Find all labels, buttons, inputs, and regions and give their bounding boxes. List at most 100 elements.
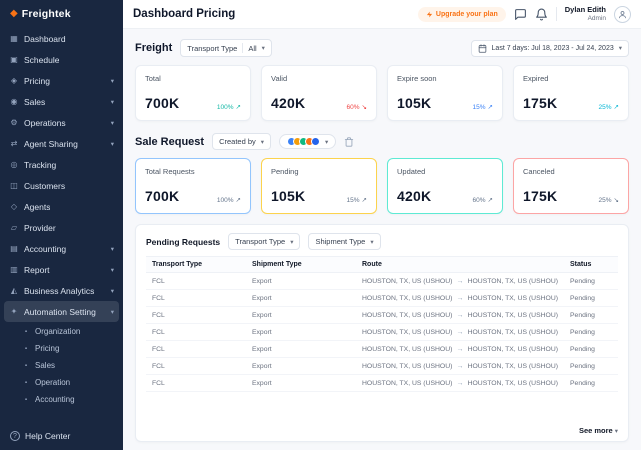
sidebar-sub-item[interactable]: ▪ Operation xyxy=(4,374,119,391)
avatar-stack xyxy=(287,137,321,146)
route-origin: HOUSTON, TX, US (USHOU) xyxy=(362,277,453,285)
created-by-label: Created by xyxy=(219,137,256,146)
freight-cards: Total 700K 100% ↗ Valid 420K xyxy=(135,65,629,121)
created-by-filter[interactable]: Created by ▾ xyxy=(212,133,272,150)
card-value: 105K xyxy=(397,95,432,111)
stat-card: Total 700K 100% ↗ xyxy=(135,65,251,121)
cell-status: Pending xyxy=(564,272,618,290)
pending-requests-title: Pending Requests xyxy=(146,236,221,247)
route-destination: HOUSTON, TX, US (USHOU) xyxy=(467,379,558,387)
date-range-label: Last 7 days: Jul 18, 2023 - Jul 24, 2023 xyxy=(491,44,614,52)
cell-route: HOUSTON, TX, US (USHOU) → HOUSTON, TX, U… xyxy=(356,374,564,392)
sidebar-item[interactable]: ◭ Business Analytics ▾ xyxy=(4,280,119,301)
sidebar-item[interactable]: ▥ Report ▾ xyxy=(4,259,119,280)
route-destination: HOUSTON, TX, US (USHOU) xyxy=(467,277,558,285)
automation-setting-icon: ✦ xyxy=(10,306,18,316)
pricing-icon: ◈ xyxy=(10,75,18,85)
card-label: Valid xyxy=(271,74,288,83)
sidebar-sub-item-label: Pricing xyxy=(35,344,60,353)
sidebar-item[interactable]: ◇ Agents ▾ xyxy=(4,196,119,217)
stat-card: Expire soon 105K 15% ↗ xyxy=(387,65,503,121)
upgrade-plan-button[interactable]: Upgrade your plan xyxy=(417,6,506,22)
sidebar-item[interactable]: ▤ Accounting ▾ xyxy=(4,238,119,259)
stat-card: Valid 420K 60% ↘ xyxy=(261,65,377,121)
cell-status: Pending xyxy=(564,374,618,392)
sidebar-sub-item[interactable]: ▪ Pricing xyxy=(4,340,119,357)
created-by-avatar-filter[interactable]: ▾ xyxy=(279,134,337,149)
sidebar-item[interactable]: ▣ Schedule ▾ xyxy=(4,49,119,70)
cell-transport-type: FCL xyxy=(146,289,246,307)
route-origin: HOUSTON, TX, US (USHOU) xyxy=(362,362,453,370)
dashboard-icon: ▦ xyxy=(10,33,18,43)
freight-section-header: Freight Transport Type All ▾ Last 7 days… xyxy=(135,39,629,57)
chevron-down-icon: ▾ xyxy=(110,140,114,148)
trend-arrow-icon: ↗ xyxy=(235,197,241,204)
sidebar-item[interactable]: ▱ Provider ▾ xyxy=(4,217,119,238)
cell-transport-type: FCL xyxy=(146,306,246,324)
table-row[interactable]: FCL Export HOUSTON, TX, US (USHOU) → HOU… xyxy=(146,374,618,392)
stat-card: Pending 105K 15% ↗ xyxy=(261,158,377,214)
table-shipment-type-filter[interactable]: Shipment Type ▾ xyxy=(308,233,381,250)
sidebar-sub-item-label: Organization xyxy=(35,327,81,336)
person-icon xyxy=(619,10,626,18)
automation-setting-submenu: ▪ Organization ▪ Pricing ▪ Sales ▪ Opera… xyxy=(0,322,123,408)
card-label: Canceled xyxy=(523,167,555,176)
sidebar-item-label: Accounting xyxy=(24,243,67,254)
customers-icon: ◫ xyxy=(10,180,18,190)
table-row[interactable]: FCL Export HOUSTON, TX, US (USHOU) → HOU… xyxy=(146,272,618,290)
column-status: Status xyxy=(564,256,618,273)
header-divider xyxy=(555,7,557,21)
cell-shipment-type: Export xyxy=(246,306,356,324)
sidebar-item[interactable]: ⇄ Agent Sharing ▾ xyxy=(4,133,119,154)
sidebar-item[interactable]: ▦ Dashboard ▾ xyxy=(4,28,119,49)
column-shipment-type: Shipment Type xyxy=(246,256,356,273)
chevron-down-icon: ▾ xyxy=(110,119,114,127)
freight-transport-type-filter[interactable]: Transport Type All ▾ xyxy=(180,39,272,57)
table-row[interactable]: FCL Export HOUSTON, TX, US (USHOU) → HOU… xyxy=(146,306,618,324)
chevron-down-icon: ▾ xyxy=(290,238,294,246)
page-title: Dashboard Pricing xyxy=(133,8,236,20)
card-value: 700K xyxy=(145,188,180,204)
sidebar-item[interactable]: ◈ Pricing ▾ xyxy=(4,70,119,91)
business-analytics-icon: ◭ xyxy=(10,285,18,295)
date-range-picker[interactable]: Last 7 days: Jul 18, 2023 - Jul 24, 2023… xyxy=(470,39,629,57)
sidebar-sub-item[interactable]: ▪ Sales xyxy=(4,357,119,374)
table-transport-type-filter[interactable]: Transport Type ▾ xyxy=(228,233,301,250)
see-more-button[interactable]: See more ▾ xyxy=(578,426,618,435)
brand-logo-text: Freightek xyxy=(21,8,71,20)
brand-logo[interactable]: ◆ Freightek xyxy=(0,0,123,26)
cell-shipment-type: Export xyxy=(246,272,356,290)
sidebar-item[interactable]: ✦ Automation Setting ▾ xyxy=(4,301,119,322)
chevron-down-icon: ▾ xyxy=(110,77,114,85)
table-row[interactable]: FCL Export HOUSTON, TX, US (USHOU) → HOU… xyxy=(146,323,618,341)
chevron-down-icon: ▾ xyxy=(110,98,114,106)
calendar-icon xyxy=(478,43,486,53)
table-row[interactable]: FCL Export HOUSTON, TX, US (USHOU) → HOU… xyxy=(146,357,618,375)
sales-sub-icon: ▪ xyxy=(24,362,28,369)
card-value: 105K xyxy=(271,188,306,204)
trend-arrow-icon: ↗ xyxy=(613,104,619,111)
cell-transport-type: FCL xyxy=(146,340,246,358)
sidebar-item[interactable]: ⚙ Operations ▾ xyxy=(4,112,119,133)
accounting-icon: ▤ xyxy=(10,243,18,253)
bell-icon[interactable] xyxy=(535,8,548,21)
sidebar-item[interactable]: ◎ Tracking ▾ xyxy=(4,154,119,175)
sidebar-item-help-center[interactable]: ? Help Center xyxy=(0,423,123,450)
sidebar-item-label: Operations xyxy=(24,117,66,128)
table-row[interactable]: FCL Export HOUSTON, TX, US (USHOU) → HOU… xyxy=(146,340,618,358)
card-percent: 60% ↘ xyxy=(346,103,367,112)
brand-logo-icon: ◆ xyxy=(10,8,18,19)
sidebar-sub-item[interactable]: ▪ Organization xyxy=(4,323,119,340)
schedule-icon: ▣ xyxy=(10,54,18,64)
trash-icon[interactable] xyxy=(344,136,354,147)
sale-request-section-header: Sale Request Created by ▾ ▾ xyxy=(135,133,629,150)
card-percent: 60% ↗ xyxy=(472,196,493,205)
sidebar-item[interactable]: ◫ Customers ▾ xyxy=(4,175,119,196)
user-avatar[interactable] xyxy=(614,5,631,23)
sidebar-item[interactable]: ◉ Sales ▾ xyxy=(4,91,119,112)
sidebar-sub-item[interactable]: ▪ Accounting xyxy=(4,391,119,408)
sales-icon: ◉ xyxy=(10,96,18,106)
cell-shipment-type: Export xyxy=(246,374,356,392)
chat-icon[interactable] xyxy=(514,8,527,21)
table-row[interactable]: FCL Export HOUSTON, TX, US (USHOU) → HOU… xyxy=(146,289,618,307)
